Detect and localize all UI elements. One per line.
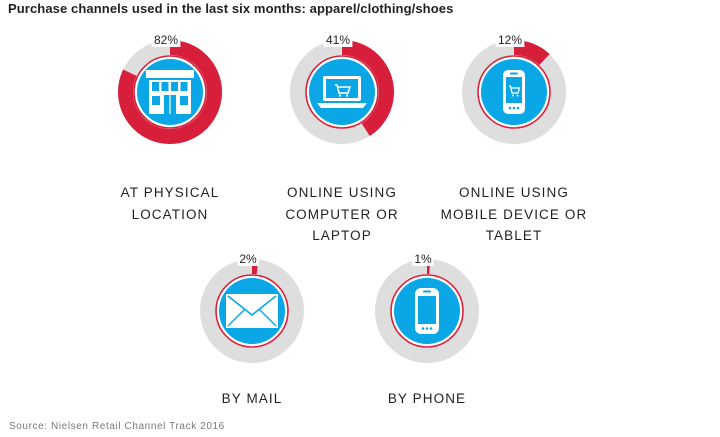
envelope-icon: [226, 294, 278, 328]
store-icon: [146, 70, 194, 114]
donut-value-arc: [118, 40, 222, 144]
donut-track: [290, 40, 394, 144]
category-label-line: AT PHYSICAL: [120, 185, 220, 200]
donut-track: [200, 259, 304, 363]
inner-ring: [215, 274, 289, 348]
phone-icon: [415, 288, 439, 334]
donut-track: [375, 259, 479, 363]
category-label-line: COMPUTER OR: [285, 206, 399, 222]
mobile-cart-icon: [503, 70, 525, 114]
value-label: 2%: [239, 252, 257, 266]
category-label: AT PHYSICAL LOCATION: [60, 182, 280, 225]
category-label-line: TABLET: [485, 228, 543, 243]
inner-ring: [305, 55, 379, 129]
icon-circle: [309, 59, 375, 125]
category-label-line: LOCATION: [131, 206, 209, 222]
donut-value-arc: [375, 259, 479, 363]
donut-track: [462, 40, 566, 144]
category-label-line: BY MAIL: [221, 391, 283, 406]
icon-circle: [394, 278, 460, 344]
inner-ring: [477, 55, 551, 129]
icon-circle: [137, 59, 203, 125]
category-label-line: ONLINE USING: [459, 185, 569, 200]
value-label: 1%: [414, 252, 432, 266]
category-label-line: ONLINE USING: [287, 185, 397, 200]
category-label-line: MOBILE DEVICE OR: [440, 206, 588, 222]
icon-circle: [481, 59, 547, 125]
category-label-line: BY PHONE: [387, 391, 467, 406]
donut-value-arc: [462, 40, 566, 144]
donut-track: [118, 40, 222, 144]
inner-ring: [390, 274, 464, 348]
value-label: 82%: [154, 33, 178, 47]
category-label-line: LAPTOP: [312, 228, 372, 243]
donut-value-arc: [290, 40, 394, 144]
inner-ring: [133, 55, 207, 129]
category-label: ONLINE USING COMPUTER OR LAPTOP: [232, 182, 452, 247]
source-note: Source: Nielsen Retail Channel Track 201…: [9, 421, 225, 432]
laptop-cart-icon: [317, 76, 367, 108]
value-label: 12%: [498, 33, 522, 47]
chart-title: Purchase channels used in the last six m…: [8, 1, 454, 16]
category-label: BY PHONE: [317, 388, 537, 410]
value-label: 41%: [326, 33, 350, 47]
icon-circle: [219, 278, 285, 344]
category-label: BY MAIL: [142, 388, 362, 410]
donut-value-arc: [200, 259, 304, 363]
category-label: ONLINE USING MOBILE DEVICE OR TABLET: [404, 182, 624, 247]
